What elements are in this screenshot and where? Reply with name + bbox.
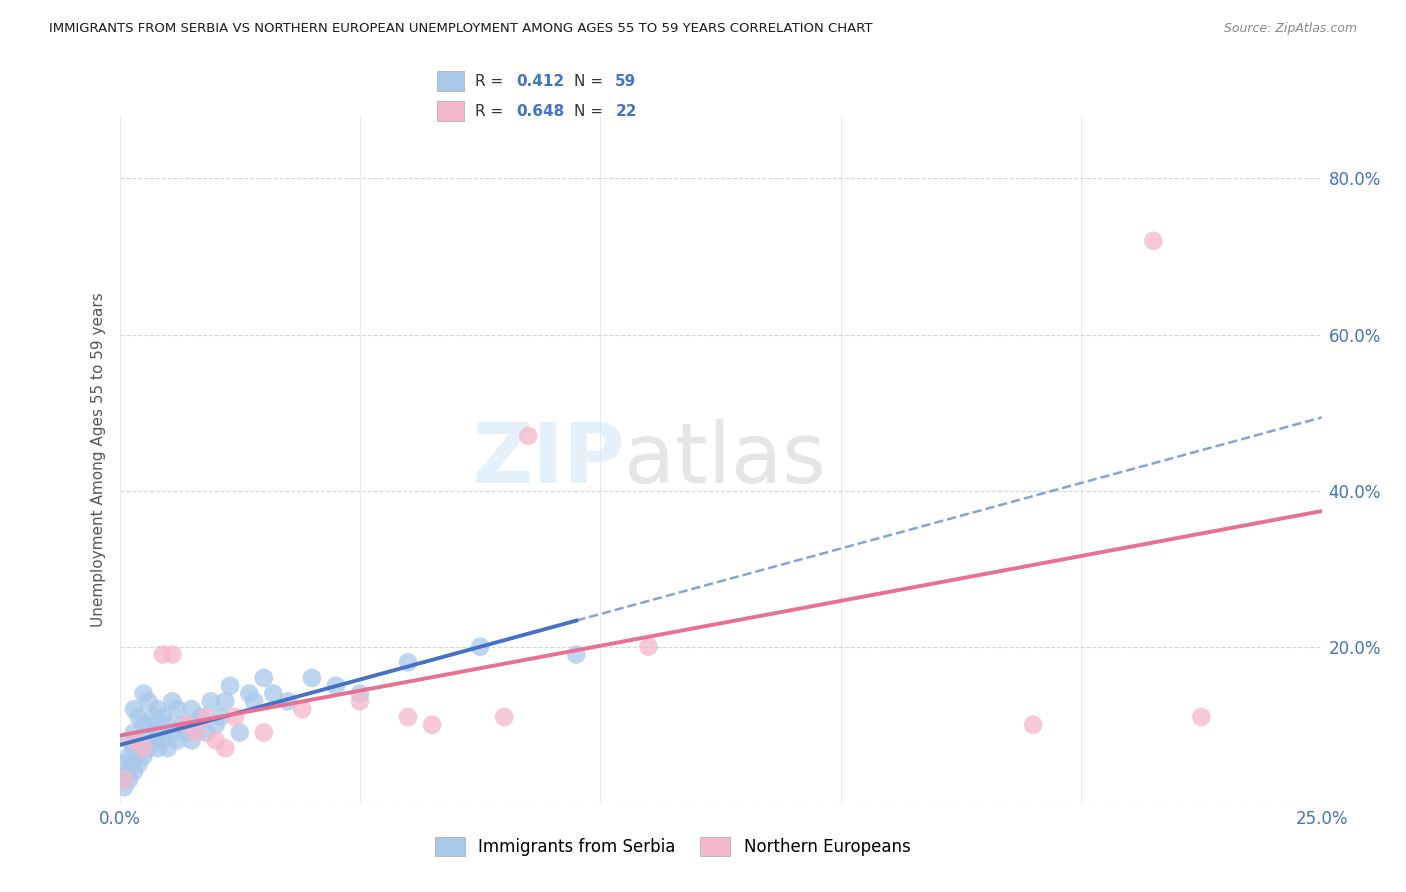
Point	[166, 702, 188, 716]
Text: 59: 59	[616, 74, 637, 88]
Text: 0.648: 0.648	[516, 103, 565, 119]
Point	[396, 655, 419, 669]
Point	[186, 725, 208, 739]
Point	[122, 733, 145, 747]
Point	[162, 725, 184, 739]
Text: N =: N =	[574, 74, 607, 88]
Point	[1022, 717, 1045, 731]
Point	[118, 749, 141, 764]
Point	[517, 429, 540, 443]
Text: 22: 22	[616, 103, 637, 119]
Point	[170, 717, 193, 731]
Point	[224, 710, 246, 724]
Point	[115, 764, 138, 779]
Point	[111, 772, 134, 787]
Point	[138, 717, 160, 731]
Point	[637, 640, 659, 654]
Point	[396, 710, 419, 724]
Point	[166, 733, 188, 747]
Text: N =: N =	[574, 103, 607, 119]
Text: R =: R =	[475, 74, 509, 88]
Point	[180, 733, 202, 747]
Point	[138, 694, 160, 708]
Text: 0.412: 0.412	[516, 74, 565, 88]
Point	[122, 725, 145, 739]
Point	[118, 772, 141, 787]
Point	[152, 733, 174, 747]
Point	[262, 687, 284, 701]
Point	[186, 717, 208, 731]
Point	[122, 741, 145, 756]
Point	[209, 710, 232, 724]
Point	[176, 717, 198, 731]
Point	[122, 764, 145, 779]
FancyBboxPatch shape	[437, 71, 464, 91]
Point	[176, 725, 198, 739]
Point	[118, 733, 141, 747]
Point	[112, 756, 135, 771]
Point	[325, 679, 347, 693]
Point	[494, 710, 516, 724]
Point	[152, 710, 174, 724]
Point	[349, 694, 371, 708]
Point	[253, 671, 276, 685]
Text: atlas: atlas	[624, 419, 827, 500]
Point	[468, 640, 492, 654]
Point	[129, 741, 152, 756]
Point	[132, 749, 155, 764]
Point	[146, 725, 169, 739]
Point	[156, 717, 179, 731]
Point	[238, 687, 260, 701]
Text: R =: R =	[475, 103, 509, 119]
Point	[190, 710, 212, 724]
Point	[128, 733, 150, 747]
Point	[162, 694, 184, 708]
Point	[195, 725, 218, 739]
Point	[1189, 710, 1212, 724]
Point	[214, 694, 236, 708]
Point	[112, 772, 135, 787]
Point	[301, 671, 323, 685]
Point	[291, 702, 314, 716]
Point	[349, 687, 371, 701]
Point	[142, 733, 165, 747]
Point	[132, 717, 155, 731]
Point	[204, 733, 226, 747]
Point	[204, 717, 226, 731]
Legend: Immigrants from Serbia, Northern Europeans: Immigrants from Serbia, Northern Europea…	[427, 830, 917, 863]
Point	[142, 710, 165, 724]
Point	[146, 702, 169, 716]
Point	[128, 756, 150, 771]
Point	[152, 648, 174, 662]
Point	[180, 702, 202, 716]
Point	[253, 725, 276, 739]
Point	[132, 687, 155, 701]
Point	[277, 694, 299, 708]
Point	[200, 694, 222, 708]
Point	[565, 648, 588, 662]
Text: ZIP: ZIP	[472, 419, 624, 500]
FancyBboxPatch shape	[437, 102, 464, 121]
Point	[112, 780, 135, 794]
Point	[219, 679, 242, 693]
Point	[420, 717, 443, 731]
Point	[156, 741, 179, 756]
Y-axis label: Unemployment Among Ages 55 to 59 years: Unemployment Among Ages 55 to 59 years	[90, 292, 105, 627]
Point	[146, 741, 169, 756]
Point	[128, 710, 150, 724]
Point	[162, 648, 184, 662]
Point	[122, 702, 145, 716]
Text: IMMIGRANTS FROM SERBIA VS NORTHERN EUROPEAN UNEMPLOYMENT AMONG AGES 55 TO 59 YEA: IMMIGRANTS FROM SERBIA VS NORTHERN EUROP…	[49, 22, 873, 36]
Point	[121, 756, 143, 771]
Point	[1142, 234, 1164, 248]
Point	[214, 741, 236, 756]
Text: Source: ZipAtlas.com: Source: ZipAtlas.com	[1223, 22, 1357, 36]
Point	[228, 725, 252, 739]
Point	[138, 741, 160, 756]
Point	[132, 741, 155, 756]
Point	[195, 710, 218, 724]
Point	[243, 694, 266, 708]
